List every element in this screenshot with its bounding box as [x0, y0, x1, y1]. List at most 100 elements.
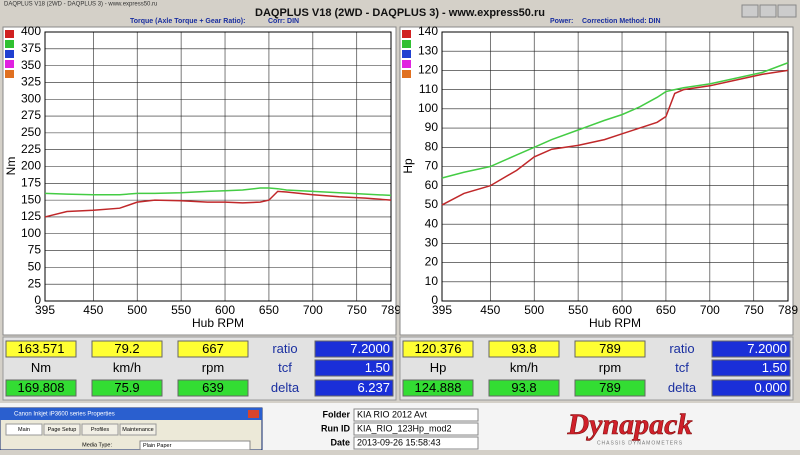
- param-value: 6.237: [357, 380, 390, 395]
- power-corr: Correction Method: DIN: [582, 18, 661, 25]
- param-value: 1.50: [762, 360, 787, 375]
- close-button[interactable]: [777, 4, 797, 18]
- run-label: Run ID: [321, 423, 350, 433]
- taskbar-title: DAQPLUS V18 (2WD - DAQPLUS 3) - www.expr…: [4, 2, 157, 8]
- value-text: 169.808: [18, 380, 65, 395]
- value-box: [5, 379, 77, 397]
- legend-swatch: [5, 70, 14, 78]
- param-label: tcf: [278, 360, 292, 375]
- series-line: [44, 190, 392, 218]
- param-label: tcf: [675, 360, 689, 375]
- plot-border: [44, 31, 392, 302]
- charts: 0255075100125150175200225250275300325350…: [2, 24, 798, 336]
- param-label: delta: [271, 380, 300, 395]
- value-text: 120.376: [415, 341, 462, 356]
- y-tick-label: 375: [21, 41, 41, 55]
- dialog-title: Canon Inkjet iP3600 series Properties: [14, 412, 115, 418]
- y-tick-label: 350: [21, 58, 41, 72]
- y-tick-label: 150: [21, 192, 41, 206]
- plot-border: [441, 31, 789, 302]
- x-tick-label: 789: [381, 303, 401, 317]
- y-tick-label: 90: [425, 120, 439, 134]
- param-box: [314, 359, 394, 377]
- y-tick-label: 10: [425, 274, 439, 288]
- y-tick-label: 60: [425, 178, 439, 192]
- media-label: Media Type:: [82, 442, 112, 448]
- value-text: 789: [599, 341, 621, 356]
- y-tick-label: 200: [21, 159, 41, 173]
- dialog-tab-label: Profiles: [91, 427, 110, 433]
- torque-corr: Corr: DIN: [268, 18, 299, 25]
- media-value: Plain Paper: [143, 443, 172, 449]
- value-box: [91, 379, 163, 397]
- x-tick-label: 700: [303, 303, 323, 317]
- dialog-tab[interactable]: [81, 423, 119, 436]
- y-tick-label: 100: [21, 226, 41, 240]
- chart-frame: [399, 26, 794, 336]
- param-value: 7.2000: [747, 341, 787, 356]
- y-tick-label: 20: [425, 255, 439, 269]
- run-value: KIA_RIO_123Hp_mod2: [357, 423, 452, 433]
- value-text: 124.888: [415, 380, 462, 395]
- x-tick-label: 550: [171, 303, 191, 317]
- param-box: [711, 340, 791, 358]
- power-label: Power:: [550, 18, 573, 25]
- date-label: Date: [330, 437, 350, 447]
- y-tick-label: 125: [21, 209, 41, 223]
- x-axis-label: Hub RPM: [589, 316, 641, 330]
- x-tick-label: 600: [612, 303, 632, 317]
- torque-label: Torque (Axle Torque + Gear Ratio):: [130, 18, 245, 25]
- y-tick-label: 250: [21, 125, 41, 139]
- y-tick-label: 0: [431, 293, 438, 307]
- date-box: [353, 436, 479, 450]
- unit-label: km/h: [113, 360, 141, 375]
- value-box: [402, 340, 474, 358]
- y-tick-label: 50: [425, 197, 439, 211]
- unit-label: Hp: [430, 360, 447, 375]
- legend-swatch: [5, 40, 14, 48]
- y-tick-label: 175: [21, 175, 41, 189]
- y-tick-label: 25: [28, 276, 42, 290]
- y-tick-label: 110: [419, 82, 438, 96]
- x-tick-label: 500: [127, 303, 147, 317]
- dialog-tab[interactable]: [43, 423, 81, 436]
- unit-label: Nm: [31, 360, 51, 375]
- value-text: 163.571: [18, 341, 65, 356]
- x-tick-label: 395: [432, 303, 452, 317]
- param-value: 0.000: [754, 380, 787, 395]
- maximize-button[interactable]: [759, 4, 777, 18]
- minimize-button[interactable]: [741, 4, 759, 18]
- y-tick-label: 30: [425, 236, 439, 250]
- param-box: [711, 359, 791, 377]
- param-value: 1.50: [365, 360, 390, 375]
- date-value: 2013-09-26 15:58:43: [357, 437, 441, 447]
- legend-swatch: [402, 60, 411, 68]
- legend-swatch: [402, 40, 411, 48]
- x-tick-label: 750: [347, 303, 367, 317]
- value-text: 93.8: [511, 380, 536, 395]
- value-box: [177, 340, 249, 358]
- y-tick-label: 0: [34, 293, 41, 307]
- unit-label: rpm: [202, 360, 224, 375]
- dialog-tab[interactable]: [5, 423, 43, 436]
- legend-swatch: [5, 60, 14, 68]
- dialog-close[interactable]: [248, 410, 259, 418]
- value-text: 667: [202, 341, 224, 356]
- legend-swatch: [402, 70, 411, 78]
- legend-swatch: [402, 30, 411, 38]
- y-tick-label: 50: [28, 260, 42, 274]
- param-label: ratio: [272, 341, 297, 356]
- y-tick-label: 70: [425, 159, 439, 173]
- x-tick-label: 750: [744, 303, 764, 317]
- unit-label: rpm: [599, 360, 621, 375]
- value-box: [488, 340, 560, 358]
- dialog-tab-label: Maintenance: [122, 427, 154, 433]
- y-tick-label: 275: [21, 108, 41, 122]
- value-box: [402, 379, 474, 397]
- y-axis-label: Nm: [4, 157, 18, 176]
- y-tick-label: 100: [418, 101, 438, 115]
- dialog-tab[interactable]: [119, 423, 157, 436]
- x-tick-label: 550: [568, 303, 588, 317]
